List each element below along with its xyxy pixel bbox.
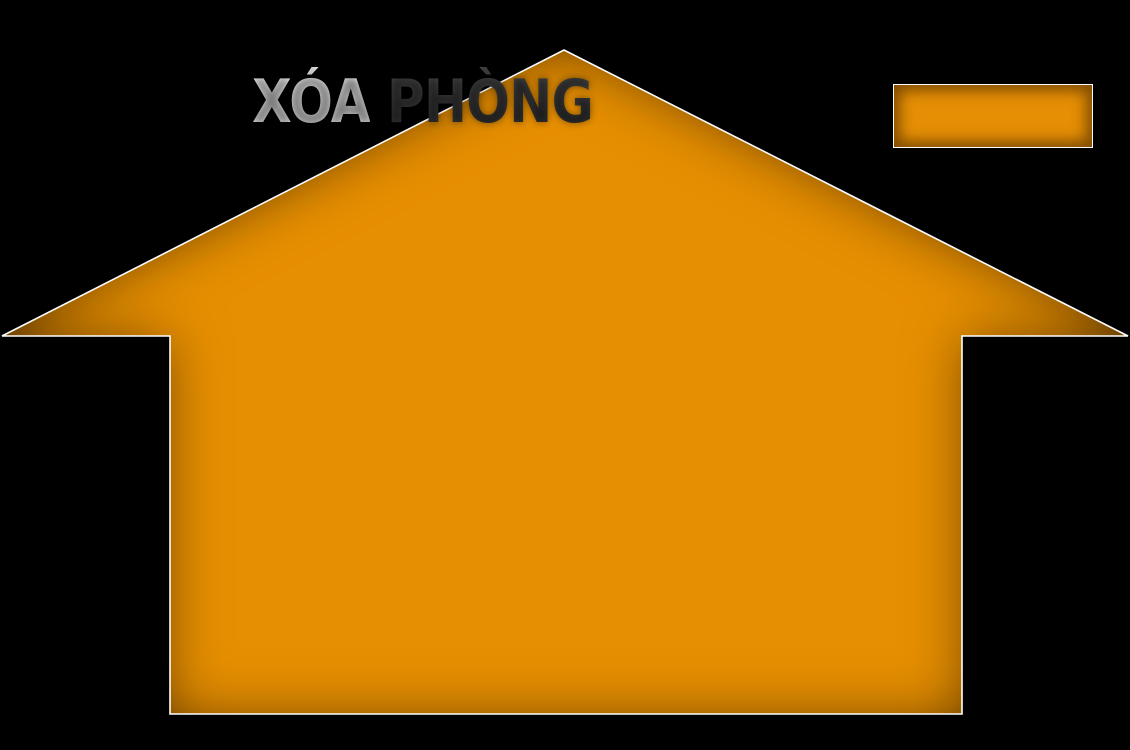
house-outline — [1, 49, 1129, 715]
page-title: XÓA PHÒNG — [252, 72, 594, 132]
house-body[interactable] — [2, 50, 1128, 714]
title-word-delete: XÓA — [252, 67, 371, 137]
title-word-room: PHÒNG — [386, 67, 594, 137]
action-button[interactable] — [893, 84, 1093, 148]
